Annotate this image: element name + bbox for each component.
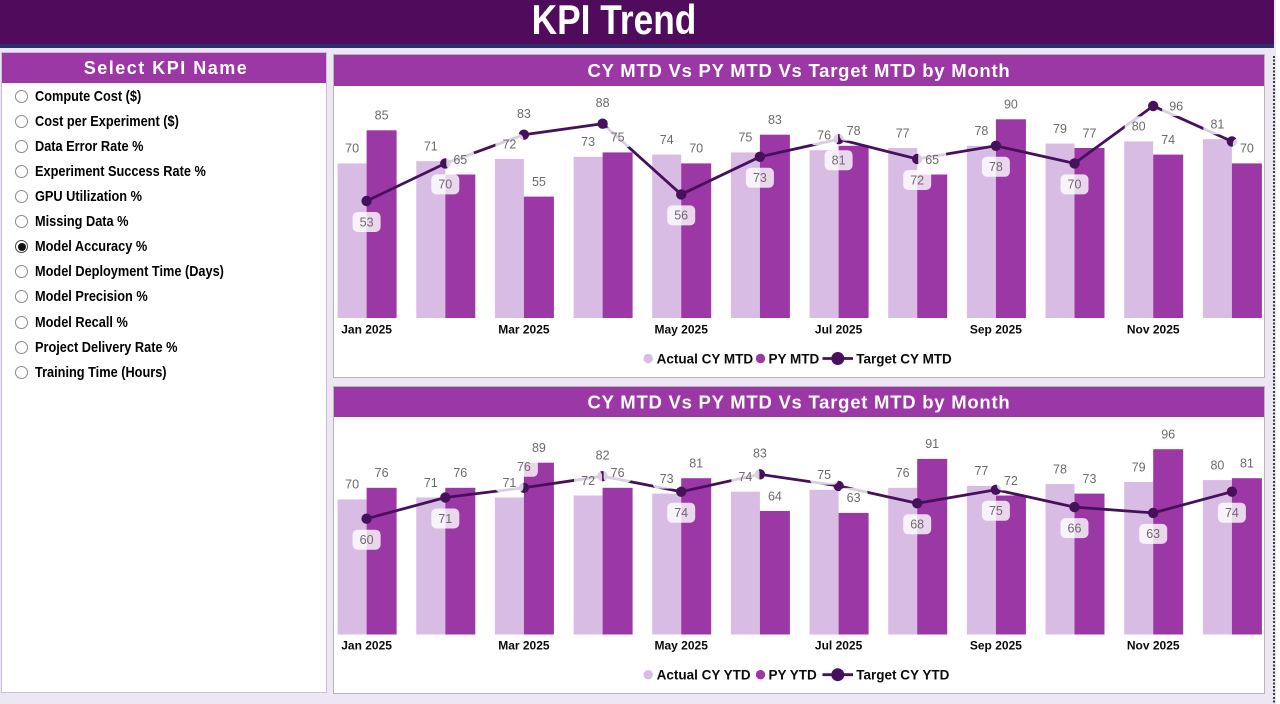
svg-text:65: 65: [453, 153, 467, 167]
svg-text:78: 78: [1053, 462, 1067, 476]
svg-text:77: 77: [1083, 126, 1097, 140]
svg-text:74: 74: [674, 506, 688, 520]
svg-text:75: 75: [989, 504, 1003, 518]
svg-text:Mar 2025: Mar 2025: [498, 639, 550, 653]
svg-text:78: 78: [974, 124, 988, 138]
svg-text:80: 80: [1210, 458, 1224, 472]
svg-text:96: 96: [1161, 428, 1175, 442]
svg-text:PY YTD: PY YTD: [769, 668, 818, 683]
svg-text:CY MTD Vs PY MTD Vs Target MTD: CY MTD Vs PY MTD Vs Target MTD by Month: [588, 60, 1011, 81]
svg-text:90: 90: [1004, 98, 1018, 112]
svg-text:72: 72: [1004, 474, 1018, 488]
svg-text:91: 91: [925, 437, 939, 451]
svg-text:72: 72: [502, 137, 516, 151]
svg-text:83: 83: [768, 113, 782, 127]
svg-text:Jul 2025: Jul 2025: [815, 323, 863, 337]
svg-text:78: 78: [847, 124, 861, 138]
svg-text:Mar 2025: Mar 2025: [498, 323, 550, 337]
svg-text:71: 71: [502, 476, 516, 490]
svg-text:76: 76: [375, 466, 389, 480]
svg-text:63: 63: [847, 491, 861, 505]
svg-text:Actual CY MTD: Actual CY MTD: [657, 351, 754, 366]
svg-text:66: 66: [1068, 521, 1082, 535]
svg-text:88: 88: [596, 96, 610, 110]
svg-text:May 2025: May 2025: [655, 323, 709, 337]
svg-text:May 2025: May 2025: [655, 639, 709, 653]
svg-text:Actual CY YTD: Actual CY YTD: [657, 668, 751, 683]
svg-text:71: 71: [424, 140, 438, 154]
svg-text:77: 77: [974, 464, 988, 478]
svg-text:76: 76: [517, 460, 531, 474]
svg-text:74: 74: [738, 470, 752, 484]
svg-text:75: 75: [817, 468, 831, 482]
svg-text:73: 73: [753, 171, 767, 185]
svg-text:Sep 2025: Sep 2025: [970, 639, 1022, 653]
svg-text:63: 63: [1146, 527, 1160, 541]
svg-text:Jul 2025: Jul 2025: [815, 639, 863, 653]
svg-text:81: 81: [1240, 457, 1254, 471]
svg-text:75: 75: [738, 131, 752, 145]
svg-text:65: 65: [925, 153, 939, 167]
svg-text:77: 77: [896, 126, 910, 140]
svg-text:70: 70: [438, 178, 452, 192]
svg-text:72: 72: [581, 474, 595, 488]
svg-text:79: 79: [1132, 460, 1146, 474]
svg-text:74: 74: [1161, 133, 1175, 147]
svg-text:70: 70: [1068, 178, 1082, 192]
svg-text:Nov 2025: Nov 2025: [1127, 639, 1180, 653]
svg-text:78: 78: [989, 160, 1003, 174]
svg-text:82: 82: [596, 449, 610, 463]
svg-text:Nov 2025: Nov 2025: [1127, 323, 1180, 337]
svg-text:73: 73: [581, 135, 595, 149]
svg-text:80: 80: [1132, 120, 1146, 134]
svg-text:79: 79: [1053, 122, 1067, 136]
svg-text:81: 81: [689, 457, 703, 471]
svg-text:70: 70: [1240, 142, 1254, 156]
svg-text:Sep 2025: Sep 2025: [970, 323, 1022, 337]
svg-text:70: 70: [689, 142, 703, 156]
svg-text:60: 60: [360, 533, 374, 547]
svg-text:Target CY MTD: Target CY MTD: [856, 351, 952, 366]
svg-text:Target CY YTD: Target CY YTD: [856, 668, 949, 683]
svg-text:71: 71: [424, 476, 438, 490]
svg-text:64: 64: [768, 489, 782, 503]
svg-text:76: 76: [817, 129, 831, 143]
svg-text:81: 81: [1210, 118, 1224, 132]
svg-text:70: 70: [345, 478, 359, 492]
svg-text:74: 74: [660, 133, 674, 147]
svg-text:83: 83: [753, 447, 767, 461]
svg-text:81: 81: [832, 154, 846, 168]
svg-text:Jan 2025: Jan 2025: [341, 639, 392, 653]
svg-text:73: 73: [1083, 472, 1097, 486]
svg-text:72: 72: [910, 173, 924, 187]
svg-text:96: 96: [1169, 99, 1183, 113]
svg-text:71: 71: [438, 512, 452, 526]
svg-text:83: 83: [517, 107, 531, 121]
svg-text:68: 68: [910, 518, 924, 532]
svg-text:CY MTD Vs PY MTD Vs Target MTD: CY MTD Vs PY MTD Vs Target MTD by Month: [588, 392, 1011, 413]
svg-text:56: 56: [674, 209, 688, 223]
svg-text:85: 85: [375, 109, 389, 123]
svg-text:70: 70: [345, 142, 359, 156]
svg-text:76: 76: [611, 466, 625, 480]
svg-text:89: 89: [532, 441, 546, 455]
svg-text:73: 73: [660, 472, 674, 486]
svg-text:Jan 2025: Jan 2025: [341, 323, 392, 337]
svg-text:76: 76: [453, 466, 467, 480]
svg-text:76: 76: [896, 466, 910, 480]
svg-text:74: 74: [1225, 506, 1239, 520]
svg-text:55: 55: [532, 175, 546, 189]
svg-text:PY MTD: PY MTD: [769, 351, 820, 366]
svg-text:53: 53: [360, 215, 374, 229]
svg-text:75: 75: [611, 131, 625, 145]
